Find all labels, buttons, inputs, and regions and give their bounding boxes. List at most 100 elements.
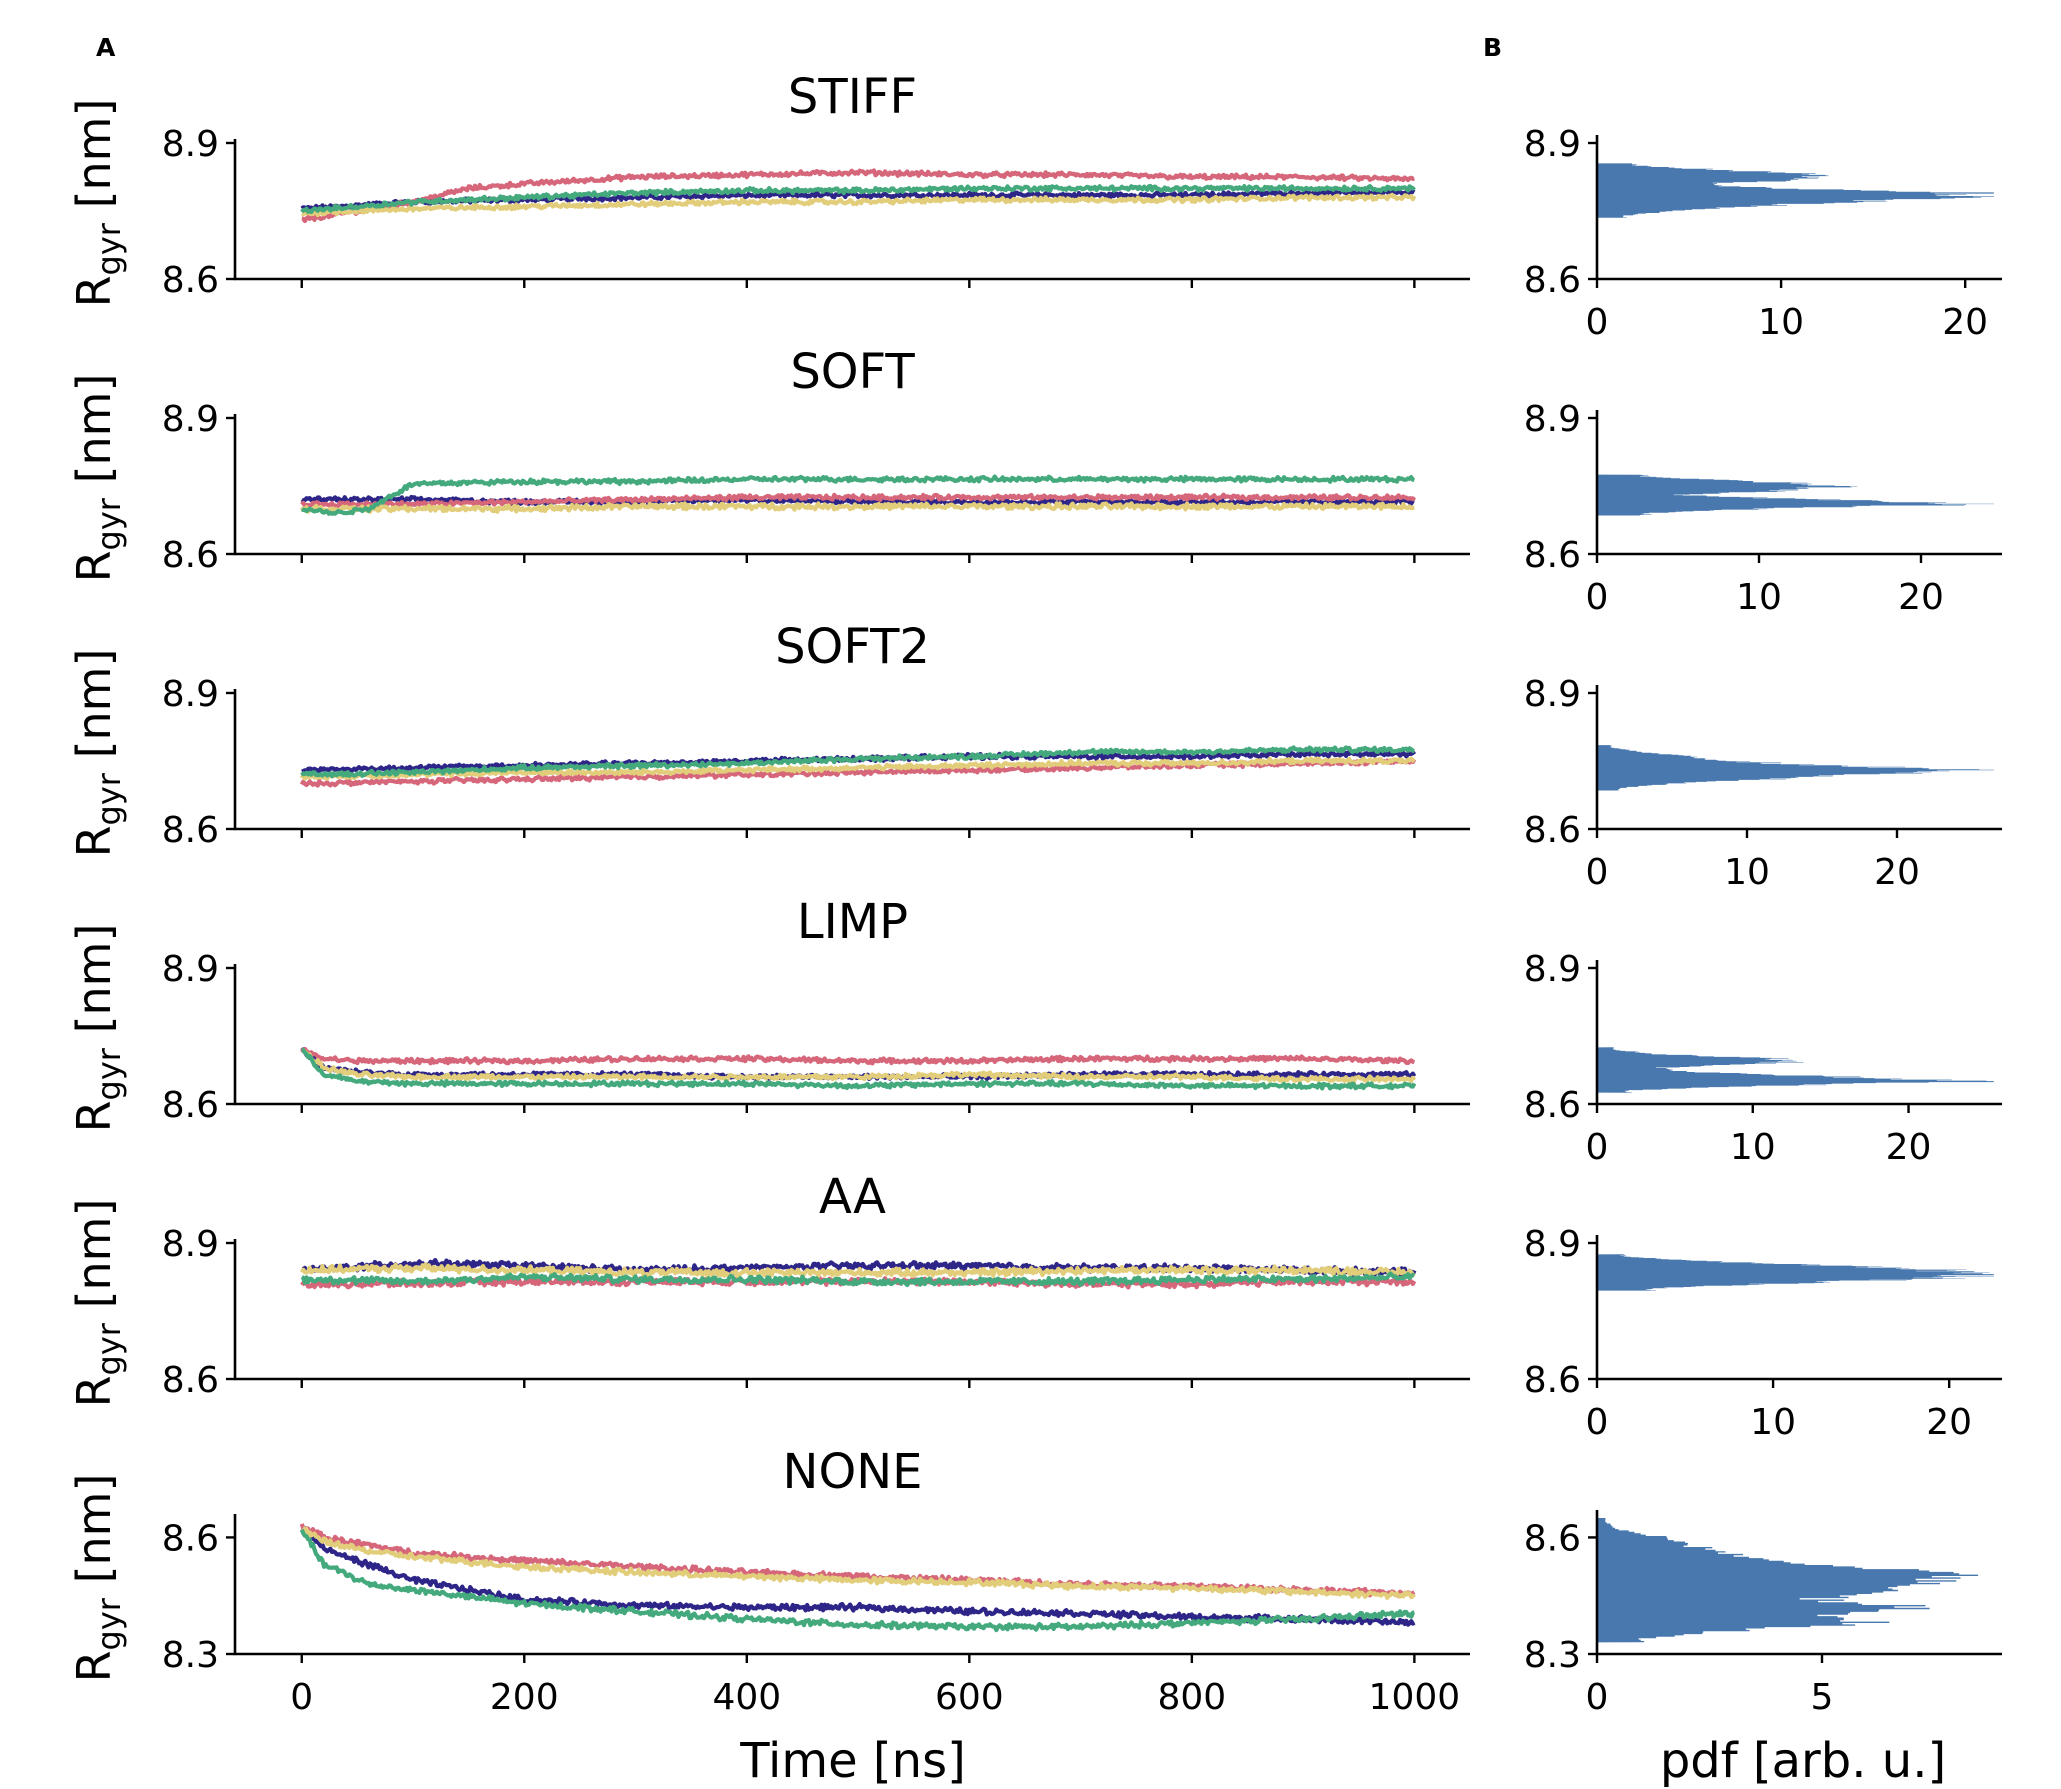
series-line-3 (301, 1048, 1417, 1084)
hist-x-tick-label: 10 (1750, 1402, 1796, 1443)
series-line-2 (301, 168, 1415, 224)
hist-y-tick-label: 8.9 (1524, 674, 1581, 715)
series-line-4 (300, 183, 1416, 215)
y-tick-label: 8.6 (162, 1085, 219, 1126)
y-tick-label: 8.3 (162, 1635, 219, 1676)
histogram-soft2: 8.6 8.9 0 10 20 (1524, 674, 2002, 893)
x-tick-label: 1000 (1369, 1677, 1461, 1718)
chart-title: LIMP (797, 894, 908, 950)
series-line-4 (299, 1528, 1415, 1633)
y-tick-label: 8.9 (162, 124, 219, 165)
y-axis-label: Rgyr [nm] (67, 1199, 128, 1408)
hist-x-tick-label: 0 (1586, 1402, 1609, 1443)
row-soft: SOFT Rgyr [nm] 8.6 8.9 8.6 8.9 0 10 20 (67, 344, 2002, 618)
chart-title: SOFT2 (775, 619, 930, 675)
hist-x-tick-label: 10 (1730, 1127, 1776, 1168)
histogram-bars (1597, 474, 1994, 516)
hist-x-tick-label: 0 (1586, 302, 1609, 343)
series-line-3 (299, 501, 1416, 514)
x-tick-label: 600 (935, 1677, 1004, 1718)
hist-x-tick-label: 20 (1886, 1127, 1932, 1168)
x-tick-label: 800 (1157, 1677, 1226, 1718)
hist-x-tick-label: 10 (1736, 577, 1782, 618)
row-aa: AA Rgyr [nm] 8.6 8.9 8.6 8.9 0 10 20 (67, 1169, 2002, 1443)
y-tick-label: 8.9 (162, 674, 219, 715)
histogram-stiff: 8.6 8.9 0 10 20 (1524, 124, 2002, 343)
histogram-none: 8.3 8.6 0 5 (1524, 1510, 2002, 1718)
hist-x-tick-label: 20 (1942, 302, 1988, 343)
chart-rows: STIFF Rgyr [nm] 8.6 8.9 8.6 8.9 0 10 20 SOFT Rgyr … (67, 69, 2002, 1718)
chart-title: NONE (783, 1444, 923, 1500)
series-line-1 (301, 1258, 1417, 1278)
histogram-bars (1597, 1047, 1994, 1093)
hist-x-tick-label: 0 (1586, 852, 1609, 893)
x-tick-label: 200 (490, 1677, 559, 1718)
hist-y-tick-label: 8.9 (1524, 399, 1581, 440)
series-line-3 (299, 1262, 1416, 1279)
y-tick-label: 8.6 (162, 810, 219, 851)
panel-b-label: B (1483, 33, 1502, 62)
series-line-1 (301, 1526, 1416, 1627)
y-axis-label: Rgyr [nm] (67, 649, 128, 858)
y-tick-label: 8.9 (162, 1224, 219, 1265)
panel-a-label: A (96, 33, 116, 62)
hist-y-tick-label: 8.6 (1524, 260, 1581, 301)
hist-y-tick-label: 8.3 (1524, 1635, 1581, 1676)
y-tick-label: 8.9 (162, 399, 219, 440)
hist-x-tick-label: 10 (1758, 302, 1804, 343)
y-axis-label: Rgyr [nm] (67, 99, 128, 308)
hist-x-tick-label: 20 (1926, 1402, 1972, 1443)
histogram-limp: 8.6 8.9 0 10 20 (1524, 949, 2002, 1168)
hist-x-tick-label: 10 (1724, 852, 1770, 893)
hist-x-tick-label: 5 (1811, 1677, 1834, 1718)
hist-y-tick-label: 8.6 (1524, 1360, 1581, 1401)
x-tick-label: 0 (290, 1677, 313, 1718)
hist-x-tick-label: 20 (1898, 577, 1944, 618)
x-axis-label-pdf: pdf [arb. u.] (1660, 1733, 1946, 1789)
y-tick-label: 8.6 (162, 1360, 219, 1401)
row-limp: LIMP Rgyr [nm] 8.6 8.9 8.6 8.9 0 10 20 (67, 894, 2002, 1168)
histogram-axes (1595, 1235, 2002, 1381)
series-line-2 (300, 1046, 1416, 1066)
x-tick-label: 400 (712, 1677, 781, 1718)
hist-y-tick-label: 8.6 (1524, 810, 1581, 851)
histogram-aa: 8.6 8.9 0 10 20 (1524, 1224, 2002, 1443)
hist-y-tick-label: 8.9 (1524, 949, 1581, 990)
histogram-soft: 8.6 8.9 0 10 20 (1524, 399, 2002, 618)
histogram-bars (1597, 1254, 1994, 1291)
series-line-4 (301, 474, 1415, 516)
series-line-2 (300, 1275, 1417, 1290)
hist-y-tick-label: 8.9 (1524, 124, 1581, 165)
hist-y-tick-label: 8.9 (1524, 1224, 1581, 1265)
chart-title: STIFF (788, 69, 917, 125)
hist-y-tick-label: 8.6 (1524, 1518, 1581, 1559)
chart-title: SOFT (790, 344, 915, 400)
histogram-bars (1597, 1518, 1979, 1643)
series-line-4 (301, 1047, 1417, 1091)
row-soft2: SOFT2 Rgyr [nm] 8.6 8.9 8.6 8.9 0 10 20 (67, 619, 2002, 893)
hist-x-tick-label: 0 (1586, 1677, 1609, 1718)
series-line-2 (300, 492, 1417, 509)
hist-x-tick-label: 0 (1586, 577, 1609, 618)
histogram-bars (1597, 745, 1994, 791)
y-tick-label: 8.9 (162, 949, 219, 990)
hist-y-tick-label: 8.6 (1524, 1085, 1581, 1126)
y-axis-label: Rgyr [nm] (67, 374, 128, 583)
series-line-4 (300, 1271, 1415, 1288)
series-line-4 (300, 745, 1415, 779)
y-axis-label: Rgyr [nm] (67, 924, 128, 1133)
series-line-3 (301, 1526, 1416, 1600)
hist-x-tick-label: 0 (1586, 1127, 1609, 1168)
series-line-3 (301, 192, 1417, 218)
y-tick-label: 8.6 (162, 1518, 219, 1559)
histogram-bars (1597, 163, 1994, 218)
row-stiff: STIFF Rgyr [nm] 8.6 8.9 8.6 8.9 0 10 20 (67, 69, 2002, 343)
x-axis-label-time: Time [ns] (739, 1733, 966, 1789)
hist-x-tick-label: 20 (1874, 852, 1920, 893)
y-axis-label: Rgyr [nm] (67, 1474, 128, 1683)
line-axes (233, 1514, 1470, 1656)
y-tick-label: 8.6 (162, 535, 219, 576)
chart-title: AA (819, 1169, 886, 1225)
y-tick-label: 8.6 (162, 260, 219, 301)
